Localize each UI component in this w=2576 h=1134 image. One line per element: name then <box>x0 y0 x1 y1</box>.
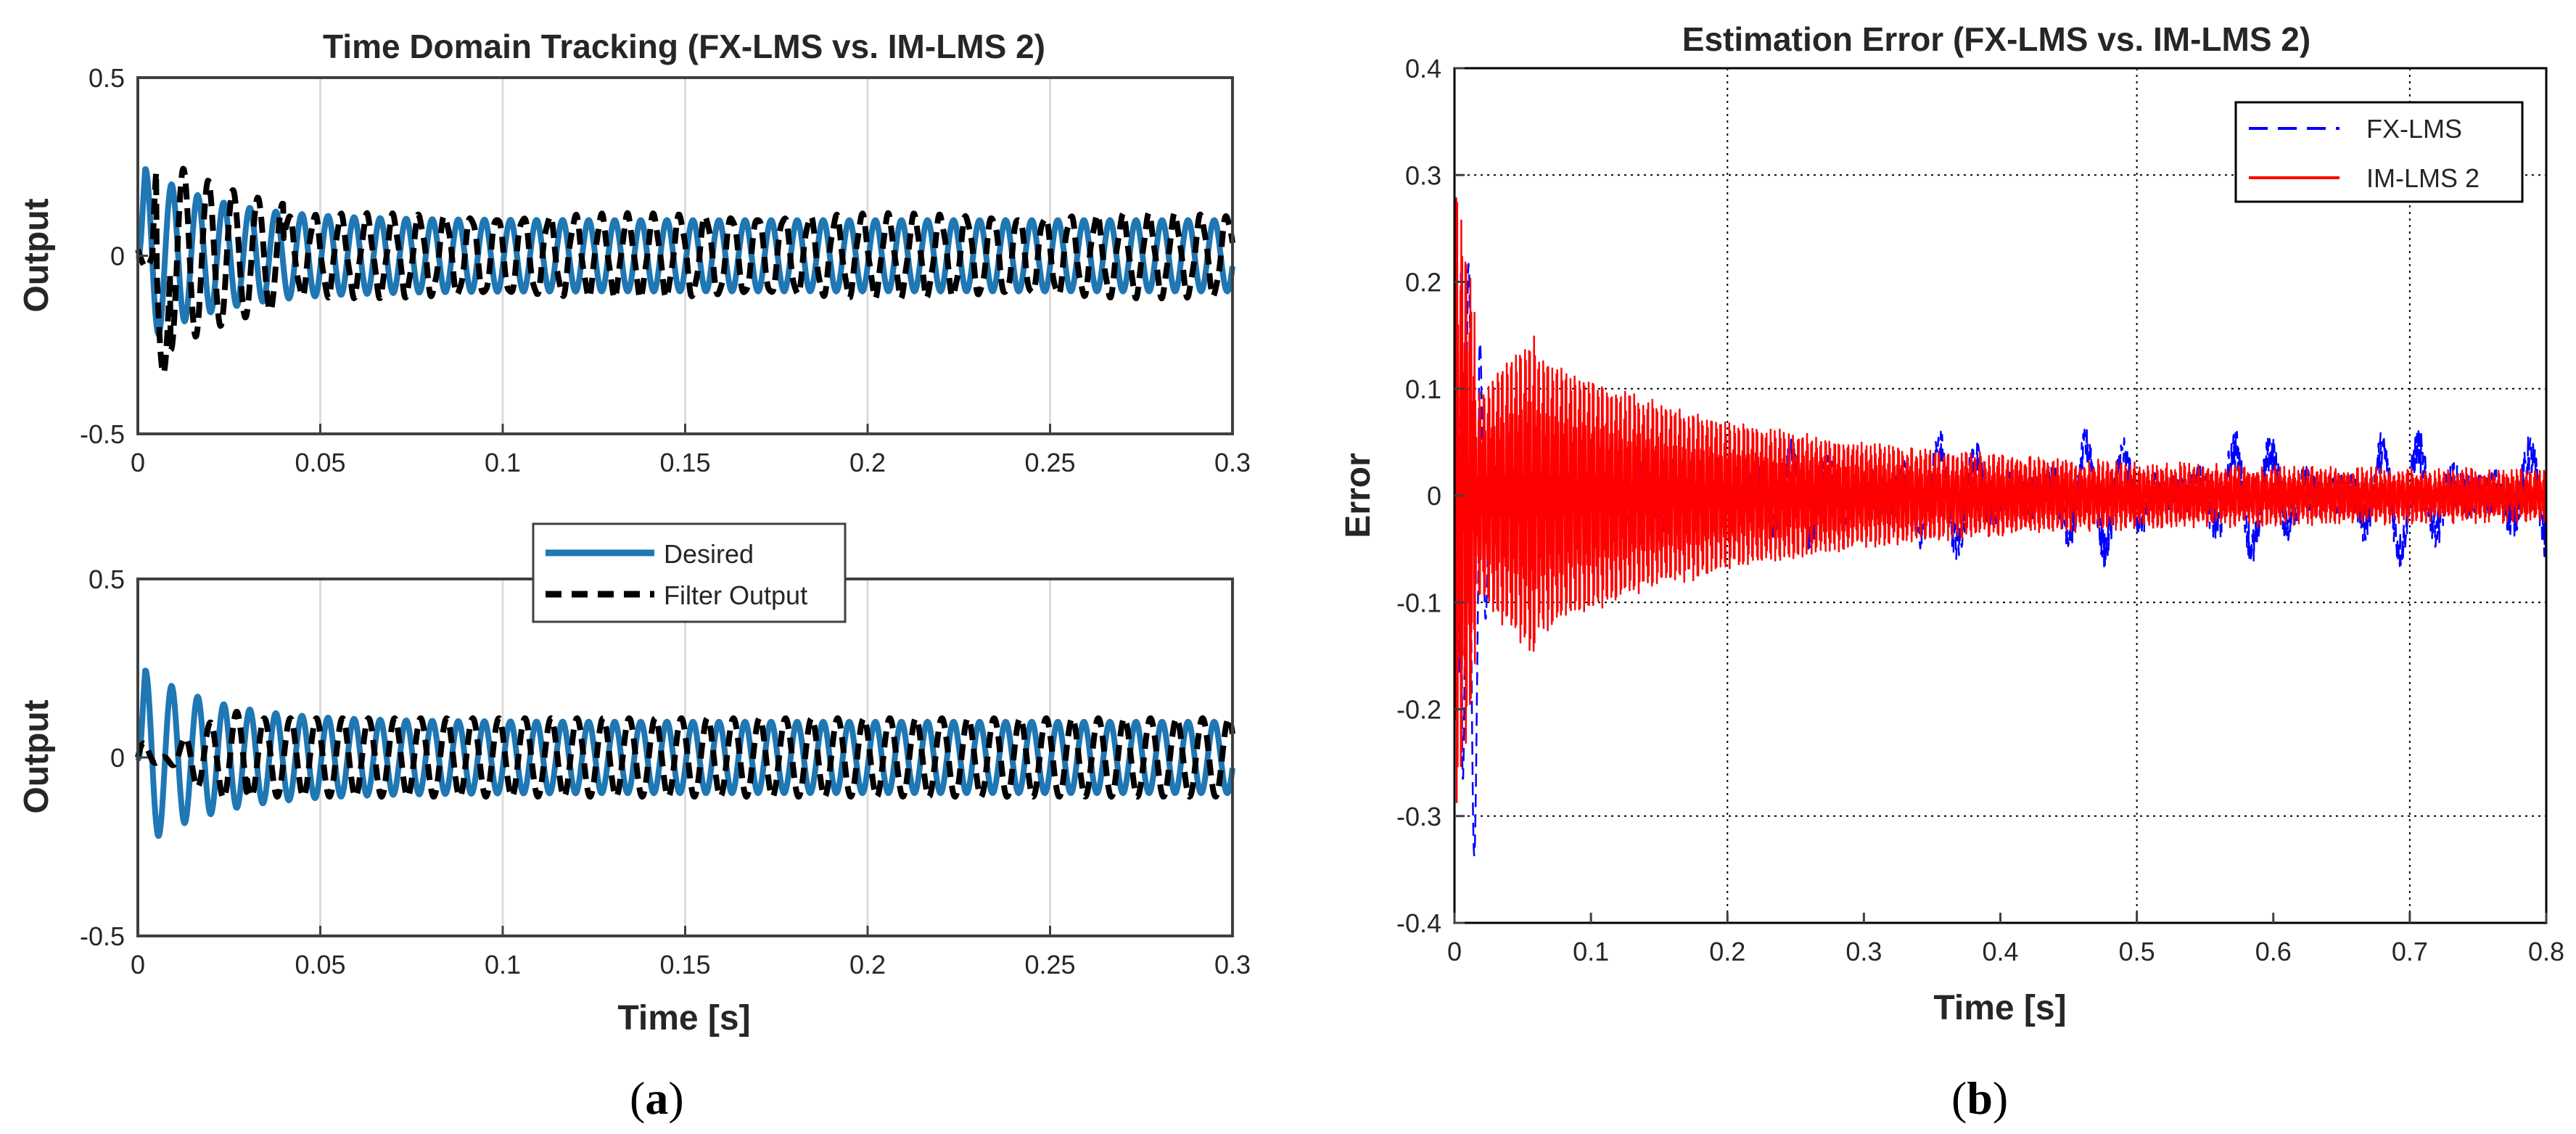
x-tick-label: 0.3 <box>1214 950 1251 979</box>
x-tick-label: 0.5 <box>2119 937 2155 966</box>
y-tick-label: 0.4 <box>1405 54 1441 83</box>
x-tick-label: 0.4 <box>1982 937 2018 966</box>
x-tick-label: 0.1 <box>1573 937 1609 966</box>
chart-a-bottom-ylabel: Output <box>17 699 56 813</box>
x-tick-label: 0.2 <box>1709 937 1745 966</box>
x-tick-label: 0.8 <box>2528 937 2564 966</box>
x-tick-label: 0.15 <box>659 448 710 477</box>
chart-a-bottom: 0 0.05 0.1 0.15 0.2 0.25 0.3-0.500.5 Output Ti… <box>17 522 1251 1038</box>
x-tick-label: 0.05 <box>295 950 345 979</box>
chart-b-legend: FX-LMS IM-LMS 2 <box>2234 101 2524 203</box>
legend-label-filter-output: Filter Output <box>664 580 807 610</box>
y-tick-label: 0.2 <box>1405 268 1441 297</box>
caption-a-letter: a <box>645 1072 668 1124</box>
series-line-im-lms-2 <box>1453 197 2548 804</box>
x-tick-label: 0 <box>131 448 145 477</box>
chart-a-bottom-xlabel: Time [s] <box>617 999 750 1038</box>
y-tick-label: 0 <box>110 743 125 773</box>
x-tick-label: 0.1 <box>485 448 521 477</box>
chart-a-bottom-ticks: 0 0.05 0.1 0.15 0.2 0.25 0.3-0.500.5 <box>80 564 1251 979</box>
legend-label-desired: Desired <box>664 539 754 569</box>
x-tick-label: 0.25 <box>1024 448 1075 477</box>
x-tick-label: 0.2 <box>849 950 886 979</box>
series-line-desired <box>135 667 1235 839</box>
y-tick-label: 0.1 <box>1405 374 1441 404</box>
y-tick-label: -0.5 <box>80 921 125 951</box>
x-tick-label: 0.3 <box>1845 937 1882 966</box>
chart-a-top-title: Time Domain Tracking (FX-LMS vs. IM-LMS … <box>323 28 1045 65</box>
y-tick-label: 0 <box>1427 481 1441 511</box>
x-tick-label: 0.7 <box>2392 937 2428 966</box>
y-tick-label: -0.2 <box>1396 695 1441 725</box>
chart-a-top-ylabel: Output <box>17 198 56 312</box>
series-line-fx-lms <box>1453 263 2548 857</box>
chart-b-ylabel: Error <box>1339 453 1378 538</box>
chart-b-series <box>1453 197 2548 857</box>
chart-a-top: Time Domain Tracking (FX-LMS vs. IM-LMS … <box>17 28 1251 477</box>
y-tick-label: -0.3 <box>1396 802 1441 831</box>
chart-b-title: Estimation Error (FX-LMS vs. IM-LMS 2) <box>1682 20 2310 58</box>
caption-a: (a) <box>630 1072 684 1124</box>
legend-label-fx-lms: FX-LMS <box>2366 114 2462 144</box>
chart-b-gridlines <box>1454 68 2546 923</box>
x-tick-label: 0 <box>1447 937 1462 966</box>
chart-b-legend-box <box>2234 101 2524 203</box>
x-tick-label: 0 <box>131 950 145 979</box>
chart-a-top-series <box>135 165 1235 377</box>
x-tick-label: 0.1 <box>485 950 521 979</box>
y-tick-label: 0.5 <box>89 564 125 594</box>
series-line-filter-output <box>135 165 1235 377</box>
caption-b: (b) <box>1951 1072 2008 1124</box>
chart-b-xlabel: Time [s] <box>1933 989 2066 1027</box>
x-tick-label: 0.05 <box>295 448 345 477</box>
y-tick-label: -0.4 <box>1396 908 1441 938</box>
chart-a-top-ticks: 0 0.05 0.1 0.15 0.2 0.25 0.3-0.500.5 <box>80 63 1251 477</box>
y-tick-label: -0.5 <box>80 419 125 449</box>
y-tick-label: 0.3 <box>1405 160 1441 190</box>
x-tick-label: 0.3 <box>1214 448 1251 477</box>
chart-b-ticks: 0 0.1 0.2 0.3 0.4 0.5 0.6 0.7 0.8 -0.4 -0.3 -0.2 -0.… <box>1396 54 2564 966</box>
chart-a-bottom-series <box>135 667 1235 839</box>
chart-a-legend-box <box>532 522 847 623</box>
x-tick-label: 0.2 <box>849 448 886 477</box>
legend-label-im-lms-2: IM-LMS 2 <box>2366 163 2480 193</box>
x-tick-label: 0.6 <box>2255 937 2292 966</box>
chart-a-legend: Desired Filter Output <box>532 522 847 623</box>
caption-b-letter: b <box>1967 1072 1993 1124</box>
y-tick-label: 0.5 <box>89 63 125 93</box>
x-tick-label: 0.15 <box>659 950 710 979</box>
y-tick-label: -0.1 <box>1396 588 1441 617</box>
chart-b: Estimation Error (FX-LMS vs. IM-LMS 2) 0… <box>1339 20 2564 1027</box>
x-tick-label: 0.25 <box>1024 950 1075 979</box>
y-tick-label: 0 <box>110 242 125 271</box>
